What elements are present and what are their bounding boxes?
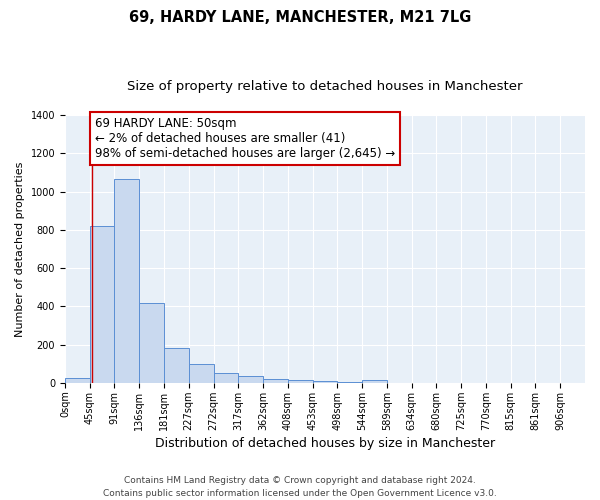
Text: 69, HARDY LANE, MANCHESTER, M21 7LG: 69, HARDY LANE, MANCHESTER, M21 7LG bbox=[129, 10, 471, 25]
Bar bbox=[337, 382, 362, 383]
Bar bbox=[164, 348, 189, 383]
Bar bbox=[89, 226, 115, 383]
Bar bbox=[288, 380, 313, 383]
Bar bbox=[362, 380, 387, 383]
Bar bbox=[313, 382, 337, 383]
Bar bbox=[263, 378, 288, 383]
Text: Contains HM Land Registry data © Crown copyright and database right 2024.
Contai: Contains HM Land Registry data © Crown c… bbox=[103, 476, 497, 498]
Bar bbox=[139, 304, 164, 383]
Bar bbox=[214, 374, 238, 383]
Bar bbox=[238, 376, 263, 383]
Y-axis label: Number of detached properties: Number of detached properties bbox=[15, 162, 25, 336]
Text: 69 HARDY LANE: 50sqm
← 2% of detached houses are smaller (41)
98% of semi-detach: 69 HARDY LANE: 50sqm ← 2% of detached ho… bbox=[95, 117, 395, 160]
Title: Size of property relative to detached houses in Manchester: Size of property relative to detached ho… bbox=[127, 80, 523, 93]
Bar bbox=[189, 364, 214, 383]
Bar bbox=[115, 179, 139, 383]
X-axis label: Distribution of detached houses by size in Manchester: Distribution of detached houses by size … bbox=[155, 437, 495, 450]
Bar bbox=[65, 378, 89, 383]
